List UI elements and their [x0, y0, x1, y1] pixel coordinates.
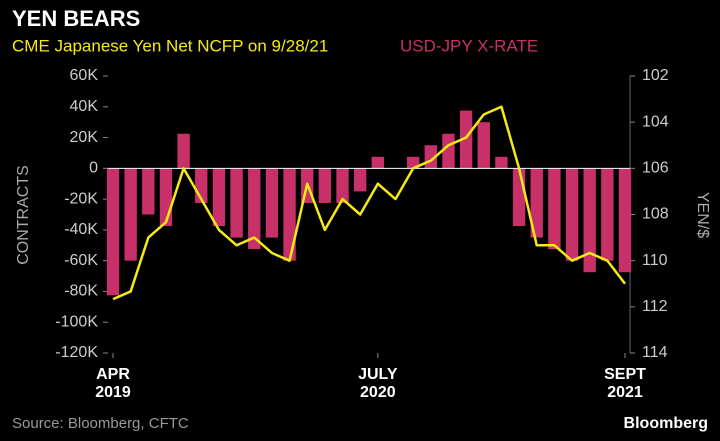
y-tick-label: -40K: [64, 221, 98, 238]
y-tick-label: -120K: [55, 344, 98, 361]
y-tick-label: -20K: [64, 190, 98, 207]
bar: [142, 168, 155, 215]
y-tick-label: -100K: [55, 313, 98, 330]
bar: [495, 156, 508, 169]
bar: [477, 122, 490, 169]
y-tick-label: -60K: [64, 252, 98, 269]
bar: [353, 168, 367, 192]
x-tick-label: JULY 2020: [358, 366, 398, 401]
x-tick-label: SEPT 2021: [604, 366, 646, 401]
bar: [618, 168, 632, 273]
source: Source: Bloomberg, CFTC: [12, 415, 189, 432]
bar: [601, 168, 614, 261]
bar: [318, 168, 332, 203]
legend-line: CME Japanese Yen Net NCFP on 9/28/21: [12, 36, 328, 55]
y2-tick-label: 104: [642, 113, 669, 130]
y-tick-label: 20K: [70, 129, 99, 146]
y-axis-title: CONTRACTS: [15, 165, 32, 265]
y2-tick-label: 110: [642, 252, 668, 269]
bar: [512, 168, 526, 227]
y-tick-label: -80K: [64, 283, 98, 300]
bar: [106, 168, 120, 296]
bar: [230, 168, 243, 238]
y2-tick-label: 106: [642, 160, 669, 177]
y-tick-label: 0: [89, 160, 98, 177]
bar: [442, 133, 455, 169]
bar: [530, 168, 543, 238]
y-tick-label: 40K: [70, 98, 99, 115]
brand: Bloomberg: [624, 415, 708, 432]
y-tick-label: 60K: [70, 67, 99, 84]
bar: [124, 168, 137, 261]
plot: -120K -100K -80K -60K -40K -20K 0 20K 40K 60K 102 1…: [55, 67, 669, 361]
y2-axis-title: YEN/$: [694, 192, 711, 238]
bar: [583, 168, 596, 273]
y2-tick-label: 112: [642, 298, 668, 315]
bar: [371, 156, 385, 169]
bar: [177, 133, 190, 169]
bar: [565, 168, 579, 261]
bar: [406, 156, 420, 169]
bar: [336, 168, 349, 203]
legend-bar: USD-JPY X-RATE: [400, 36, 538, 55]
bar: [548, 168, 561, 250]
bar: [265, 168, 279, 238]
bar: [212, 168, 226, 227]
y2-tick-label: 102: [642, 67, 669, 84]
line: [112, 105, 626, 301]
bar: [459, 110, 473, 169]
bar: [283, 168, 296, 261]
bar: [159, 168, 173, 227]
y2-tick-label: 108: [642, 206, 669, 223]
chart-title: YEN BEARS: [12, 6, 140, 31]
bar: [248, 168, 261, 250]
y2-tick-label: 114: [642, 344, 668, 361]
x-tick-label: APR 2019: [95, 366, 131, 401]
